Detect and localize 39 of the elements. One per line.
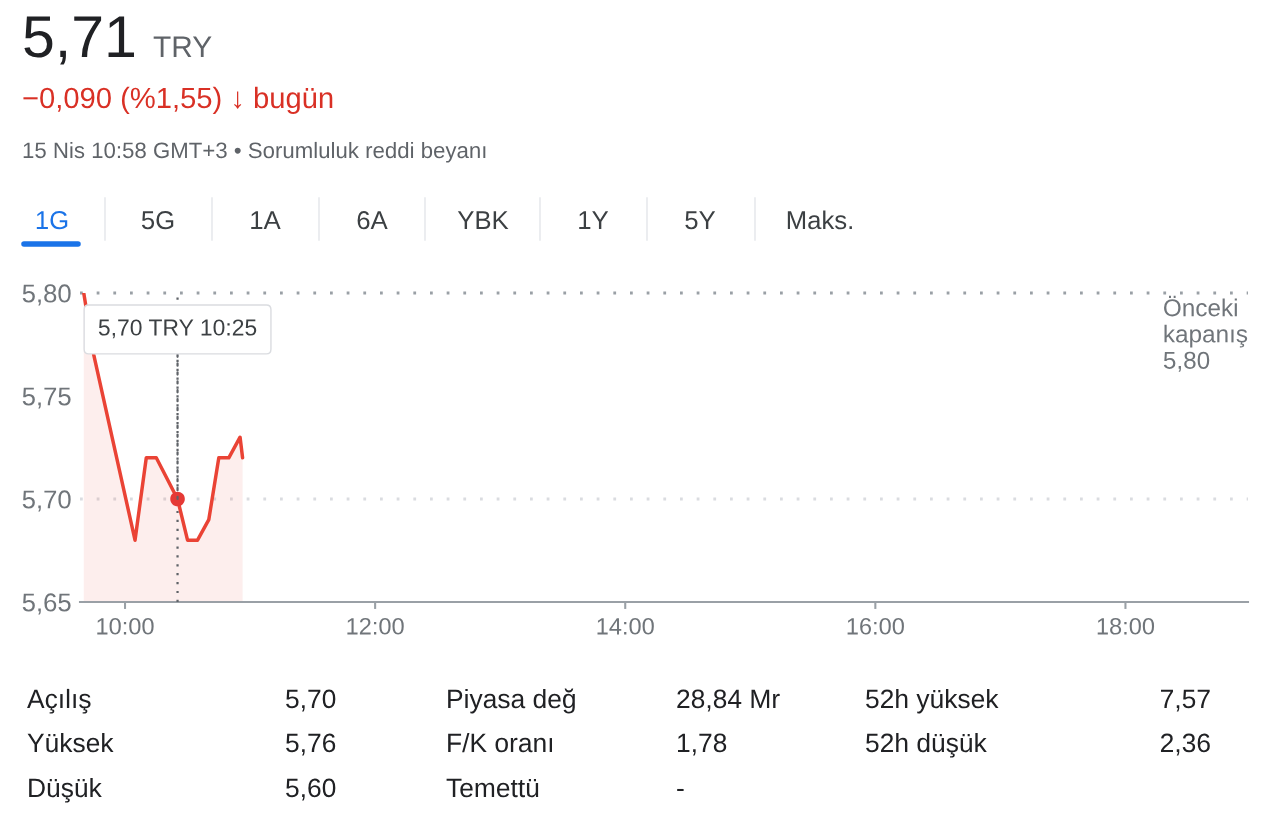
x-tick-label: 12:00 [347, 617, 404, 635]
x-tick-label: 18:00 [1097, 617, 1155, 635]
text: 52h düşük [866, 732, 987, 758]
text: TRY [153, 36, 212, 57]
text: - [677, 788, 684, 792]
x-tick-label: 10:00 [97, 617, 154, 635]
text: 1Y [579, 211, 609, 229]
y-tick-label: 5,65 [22, 593, 71, 615]
text: 1A [251, 211, 281, 229]
text: 5,60 [286, 778, 336, 801]
y-tick-label: 5,75 [22, 387, 71, 409]
chart-subtitle: −0,090 (%1,55) ↓ bugün [23, 86, 333, 115]
text: 1G [36, 211, 68, 230]
text: 28,84 Mr [677, 689, 780, 712]
text: 15 Nis 10:58 GMT+3 • Sorumluluk reddi beyanı [23, 141, 486, 163]
text: Temettü [446, 778, 539, 798]
text: 2,36 [1160, 733, 1210, 756]
text: Yüksek [27, 732, 114, 753]
text: 7,57 [1161, 689, 1210, 712]
text: 5,76 [286, 733, 336, 756]
text: Piyasa değ [448, 688, 575, 714]
y-tick-label: 5,70 [22, 490, 71, 512]
text: Açılış [27, 688, 91, 714]
chart-title: 5,71 [24, 16, 134, 65]
x-tick-label: 16:00 [847, 617, 904, 635]
text: YBK [457, 211, 509, 229]
text: 52h yüksek [866, 688, 999, 714]
text: 1,78 [678, 733, 727, 756]
text: 6A [357, 211, 388, 230]
text: 5G [141, 211, 174, 230]
text: Düşük [29, 777, 102, 803]
annotation: 5,70 TRY 10:25 [98, 319, 257, 339]
text: 5Y [685, 211, 716, 230]
y-tick-label: 5,80 [22, 284, 71, 306]
text: Maks. [787, 210, 852, 230]
ref-line-label: Önceki kapanış 5,80 [1163, 295, 1248, 372]
text: 5,70 [286, 689, 336, 712]
text: F/K oranı [448, 732, 553, 753]
x-tick-label: 14:00 [597, 617, 654, 635]
